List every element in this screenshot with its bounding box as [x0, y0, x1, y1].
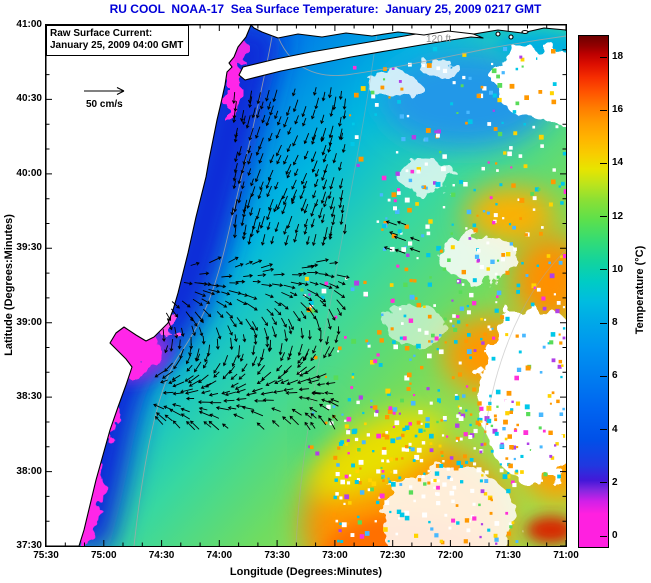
colorbar-tick-mark — [600, 322, 607, 324]
colorbar-tick-label: 2 — [612, 476, 618, 488]
colorbar-tick-label: 0 — [612, 530, 618, 541]
x-tick-label: 72:30 — [379, 550, 406, 561]
colorbar-tick-mark — [600, 162, 607, 164]
current-scale-reference: 50 cm/s — [84, 87, 125, 110]
x-tick-label: 74:00 — [206, 550, 233, 561]
bathymetry-contours — [133, 25, 566, 546]
mainland-coastline — [46, 25, 252, 546]
figure-title: RU COOL NOAA-17 Sea Surface Temperature:… — [109, 2, 542, 16]
colorbar-tick-mark — [600, 482, 607, 484]
y-tick-label: 39:30 — [16, 242, 42, 254]
colorbar-tick-label: 6 — [612, 370, 618, 382]
colorbar-tick-label: 8 — [612, 317, 618, 329]
colorbar-tick-mark — [600, 269, 607, 271]
colorbar-tick-mark — [600, 375, 607, 377]
y-tick-label: 39:00 — [16, 316, 42, 328]
cloud-speckles — [298, 43, 566, 545]
surface-current-annotation: Raw Surface Current: January 25, 2009 04… — [46, 25, 190, 56]
colorbar-tick-label: 14 — [612, 157, 624, 169]
temperature-colorbar — [578, 35, 609, 548]
y-tick-label: 40:30 — [16, 93, 42, 105]
map-plot-area: 50 cm/s 120 ft Raw Surface Current: Janu… — [45, 24, 567, 547]
island — [521, 29, 529, 35]
coastline-land — [46, 25, 566, 546]
x-tick-label: 73:30 — [264, 550, 290, 561]
colorbar-tick-label: 4 — [612, 423, 618, 435]
colorbar-tick-mark — [600, 56, 607, 58]
scale-arrow-icon — [84, 87, 125, 95]
colorbar-tick-mark — [600, 429, 607, 431]
cloud-mask — [365, 45, 566, 546]
y-tick-label: 40:00 — [16, 167, 42, 179]
x-tick-label: 71:30 — [495, 550, 521, 561]
annotation-line-2: January 25, 2009 04:00 GMT — [50, 40, 184, 51]
x-tick-label: 72:00 — [437, 550, 464, 561]
long-island — [238, 25, 484, 81]
y-tick-label: 38:30 — [16, 391, 42, 403]
island — [508, 34, 514, 40]
colorbar-tick-label: 16 — [612, 104, 624, 116]
colorbar-tick-mark — [600, 109, 607, 111]
colorbar-tick-label: 10 — [612, 263, 624, 275]
x-tick-label: 75:00 — [90, 550, 117, 561]
x-tick-label: 73:00 — [322, 550, 348, 561]
colorbar-tick-label: 12 — [612, 210, 624, 222]
y-tick-label: 37:30 — [16, 540, 42, 551]
x-axis-label: Longitude (Degrees:Minutes) — [229, 566, 383, 578]
x-tick-label: 74:30 — [148, 550, 175, 561]
x-tick-label: 71:00 — [553, 550, 579, 561]
scale-arrow-label: 50 cm/s — [86, 99, 123, 110]
y-tick-label: 41:00 — [16, 19, 42, 30]
colorbar-tick-label: 18 — [612, 51, 624, 63]
y-tick-label: 38:00 — [16, 465, 42, 477]
connecticut-shore — [250, 25, 566, 39]
y-axis-label: Latitude (Degrees:Minutes) — [3, 214, 15, 356]
colorbar-tick-mark — [600, 535, 607, 537]
annotation-line-1: Raw Surface Current: — [50, 28, 153, 39]
colorbar-tick-mark — [600, 216, 607, 218]
depth-contour-label: 120 ft — [426, 34, 451, 45]
current-vector-arrows — [153, 87, 421, 431]
x-tick-label: 75:30 — [33, 550, 59, 561]
island — [495, 31, 501, 37]
sst-map-canvas: 50 cm/s 120 ft — [46, 25, 566, 546]
